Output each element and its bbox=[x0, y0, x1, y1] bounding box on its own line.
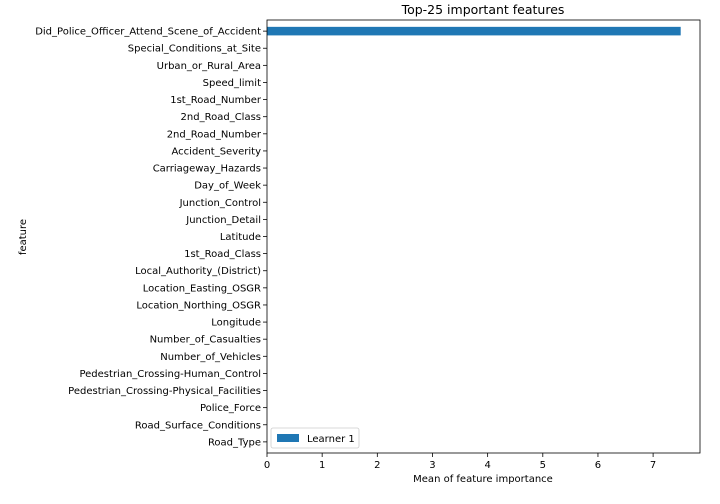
x-tick-label: 7 bbox=[650, 460, 656, 471]
y-tick-label: 2nd_Road_Number bbox=[167, 129, 262, 140]
y-tick-label: Number_of_Casualties bbox=[150, 335, 261, 346]
chart-title: Top-25 important features bbox=[401, 2, 565, 17]
y-tick-label: Junction_Detail bbox=[185, 215, 261, 226]
x-tick-label: 1 bbox=[319, 460, 325, 471]
y-axis: Did_Police_Officer_Attend_Scene_of_Accid… bbox=[35, 27, 267, 448]
x-axis: 0 1 2 3 4 5 6 7 bbox=[264, 453, 656, 471]
x-axis-label: Mean of feature importance bbox=[413, 474, 553, 485]
y-tick-label: Special_Conditions_at_Site bbox=[128, 44, 261, 55]
y-tick-label: Road_Surface_Conditions bbox=[135, 420, 261, 431]
x-tick-label: 4 bbox=[484, 460, 490, 471]
y-tick-label: 1st_Road_Number bbox=[170, 95, 262, 106]
y-tick-label: Number_of_Vehicles bbox=[160, 352, 261, 363]
legend-box bbox=[270, 427, 360, 449]
y-tick-label: Junction_Control bbox=[179, 198, 261, 209]
y-tick-label: Accident_Severity bbox=[172, 146, 262, 157]
y-tick-label: 1st_Road_Class bbox=[184, 249, 261, 260]
y-tick-label: Longitude bbox=[211, 318, 261, 329]
x-tick-label: 5 bbox=[540, 460, 546, 471]
y-tick-label: Speed_limit bbox=[203, 78, 261, 89]
bar bbox=[267, 26, 681, 36]
y-tick-label: Location_Northing_OSGR bbox=[136, 300, 261, 311]
x-tick-label: 2 bbox=[374, 460, 380, 471]
x-tick-label: 0 bbox=[264, 460, 270, 471]
y-tick-label: Urban_or_Rural_Area bbox=[157, 61, 261, 72]
y-tick-label: Pedestrian_Crossing-Physical_Facilities bbox=[68, 386, 261, 397]
y-tick-label: Day_of_Week bbox=[194, 181, 261, 192]
y-tick-label: Pedestrian_Crossing-Human_Control bbox=[79, 369, 261, 380]
y-tick-label: 2nd_Road_Class bbox=[181, 112, 261, 123]
y-tick-label: Police_Force bbox=[200, 403, 261, 414]
y-tick-label: Local_Authority_(District) bbox=[135, 266, 261, 277]
x-tick-label: 3 bbox=[429, 460, 435, 471]
legend: Learner 1 bbox=[270, 427, 360, 449]
y-tick-label: Carriageway_Hazards bbox=[153, 164, 261, 175]
bars-layer bbox=[267, 26, 681, 36]
y-tick-label: Latitude bbox=[220, 232, 261, 243]
legend-label: Learner 1 bbox=[307, 434, 355, 445]
y-tick-label: Road_Type bbox=[208, 437, 261, 448]
y-axis-label: feature bbox=[18, 219, 29, 255]
x-tick-label: 6 bbox=[595, 460, 601, 471]
y-tick-label: Did_Police_Officer_Attend_Scene_of_Accid… bbox=[35, 27, 261, 38]
y-tick-label: Location_Easting_OSGR bbox=[143, 283, 261, 294]
legend-swatch bbox=[277, 434, 299, 442]
